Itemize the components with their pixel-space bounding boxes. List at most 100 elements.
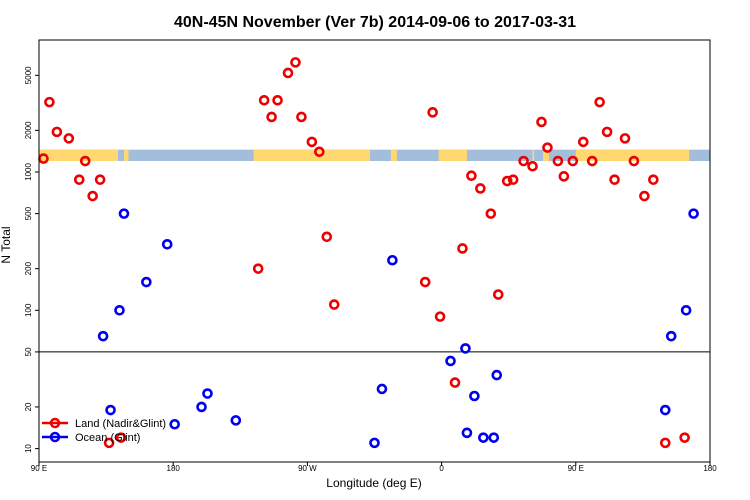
ocean-point	[105, 404, 116, 416]
land-point	[518, 155, 529, 167]
land-point	[103, 437, 115, 449]
y-tick-label: 5000	[24, 66, 33, 84]
land-point	[536, 116, 547, 128]
legend-land-label: Land (Nadir&Glint)	[75, 418, 166, 430]
ocean-point	[196, 401, 207, 413]
land-point	[601, 126, 613, 138]
land-point	[507, 174, 519, 185]
land-segment-1	[123, 149, 129, 162]
land-segment-4	[438, 149, 467, 162]
y-axis-label: N Total	[0, 226, 13, 263]
land-point	[427, 107, 438, 118]
land-point	[44, 96, 55, 108]
land-point	[73, 174, 85, 185]
ocean-point	[680, 304, 692, 316]
points-layer	[38, 57, 699, 449]
land-point	[594, 96, 605, 108]
land-point	[466, 170, 477, 181]
land-point	[94, 174, 106, 185]
ocean-point	[688, 208, 699, 219]
y-tick-label: 2000	[24, 121, 33, 139]
ocean-point	[230, 415, 242, 426]
ocean-point	[461, 427, 473, 439]
y-tick-label: 20	[24, 402, 33, 411]
ocean-point	[169, 418, 180, 430]
land-point	[639, 190, 650, 202]
x-tick-label: 90 E	[31, 464, 47, 473]
land-segment-2	[253, 149, 371, 162]
ocean-point	[659, 404, 671, 416]
land-point	[434, 311, 446, 322]
land-point	[290, 57, 301, 68]
land-point	[314, 146, 325, 158]
ocean-point	[118, 208, 130, 219]
land-point	[542, 142, 553, 153]
land-segment-7	[575, 149, 690, 162]
x-tick-label: 180	[167, 464, 181, 473]
land-point	[567, 155, 579, 167]
land-segment-5	[532, 149, 535, 162]
land-point	[527, 160, 538, 172]
chart-title: 40N-45N November (Ver 7b) 2014-09-06 to …	[174, 14, 576, 31]
y-tick-label: 1000	[24, 163, 33, 181]
ocean-band	[39, 149, 710, 162]
ocean-point	[114, 304, 125, 316]
ocean-point	[141, 276, 152, 288]
land-point	[51, 126, 63, 138]
y-tick-label: 200	[24, 261, 33, 275]
x-axis: 90 E 180 90 W 0 90 E 180	[31, 462, 717, 473]
land-point	[659, 437, 671, 449]
land-point	[266, 111, 277, 123]
y-tick-label: 50	[24, 347, 33, 356]
ocean-point	[376, 383, 388, 395]
x-tick-label: 180	[703, 464, 717, 473]
land-point	[63, 133, 75, 144]
land-segment-6	[542, 149, 549, 162]
land-point	[552, 155, 564, 167]
ocean-point	[445, 355, 456, 367]
land-point	[648, 174, 659, 185]
land-point	[115, 432, 127, 443]
land-segment-0	[39, 149, 119, 162]
land-point	[679, 432, 690, 443]
plot-frame	[38, 39, 711, 463]
land-point	[321, 231, 333, 243]
legend: Land (Nadir&Glint) Ocean (Glint)	[42, 417, 166, 444]
land-point	[475, 183, 486, 194]
land-ocean-band	[39, 149, 710, 162]
land-segment-3	[390, 149, 397, 162]
ocean-point	[369, 437, 380, 449]
land-point	[619, 133, 631, 144]
ocean-point	[202, 388, 213, 399]
ocean-point	[469, 390, 480, 402]
land-point	[449, 377, 461, 388]
land-point	[558, 171, 570, 182]
land-point	[306, 136, 318, 148]
land-point	[501, 175, 513, 187]
y-axis: 10 20 50 100 200 500 1000 2000 5000	[24, 66, 39, 453]
land-point	[87, 190, 98, 202]
x-tick-label: 90 W	[298, 464, 317, 473]
x-axis-label: Longitude (deg E)	[326, 476, 421, 490]
land-point	[628, 155, 640, 167]
land-point	[272, 94, 283, 106]
land-point	[282, 67, 294, 79]
land-point	[252, 263, 264, 274]
ocean-point	[387, 254, 398, 266]
legend-ocean-label: Ocean (Glint)	[75, 432, 140, 444]
land-point	[492, 289, 504, 300]
ocean-point	[491, 369, 503, 381]
land-point	[485, 208, 497, 219]
land-point	[609, 174, 620, 185]
land-point	[258, 94, 270, 106]
y-tick-label: 500	[24, 206, 33, 220]
land-point	[577, 136, 589, 148]
x-tick-label: 90 E	[568, 464, 584, 473]
land-point	[457, 243, 468, 254]
y-tick-label: 10	[24, 444, 33, 453]
ocean-point	[460, 343, 471, 354]
land-point	[586, 155, 598, 167]
ocean-point	[478, 432, 489, 443]
x-tick-label: 0	[439, 464, 444, 473]
legend-ocean-marker	[49, 431, 61, 443]
